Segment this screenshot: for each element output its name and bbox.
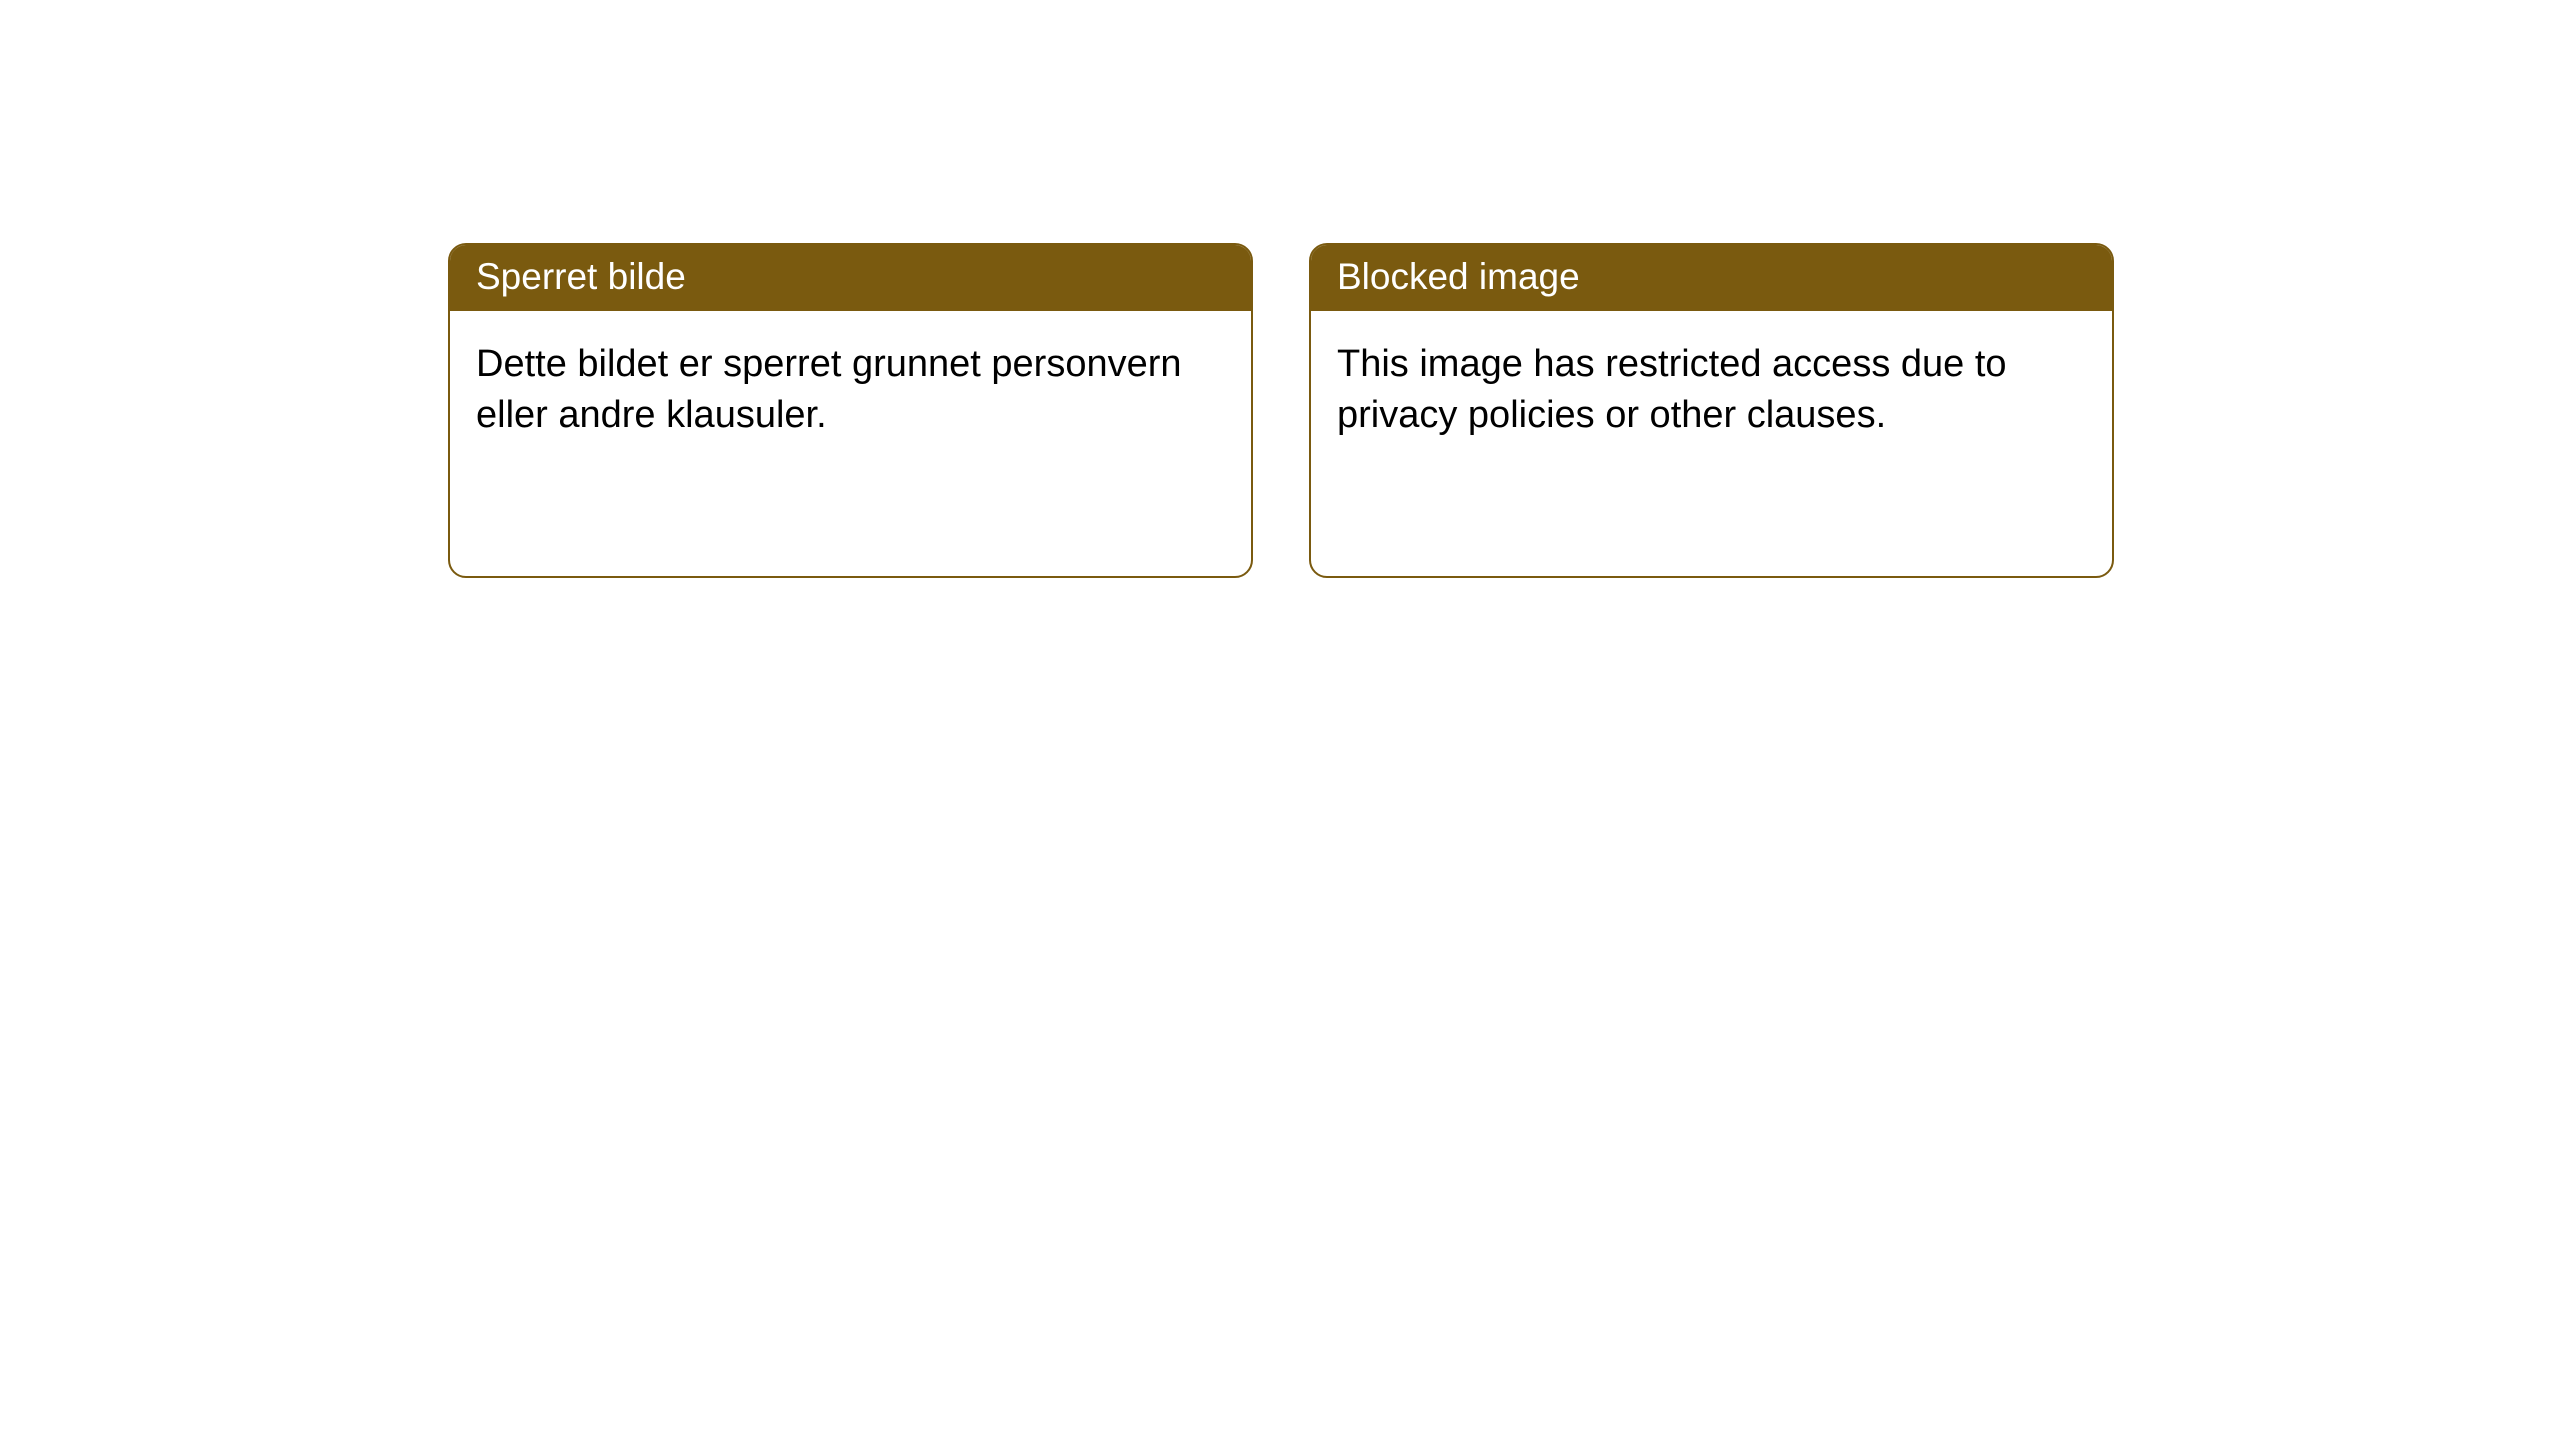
- card-row: Sperret bilde Dette bildet er sperret gr…: [0, 0, 2560, 578]
- card-header: Sperret bilde: [450, 245, 1251, 311]
- blocked-image-card-no: Sperret bilde Dette bildet er sperret gr…: [448, 243, 1253, 578]
- card-header: Blocked image: [1311, 245, 2112, 311]
- blocked-image-card-en: Blocked image This image has restricted …: [1309, 243, 2114, 578]
- card-body: Dette bildet er sperret grunnet personve…: [450, 311, 1251, 470]
- card-body: This image has restricted access due to …: [1311, 311, 2112, 470]
